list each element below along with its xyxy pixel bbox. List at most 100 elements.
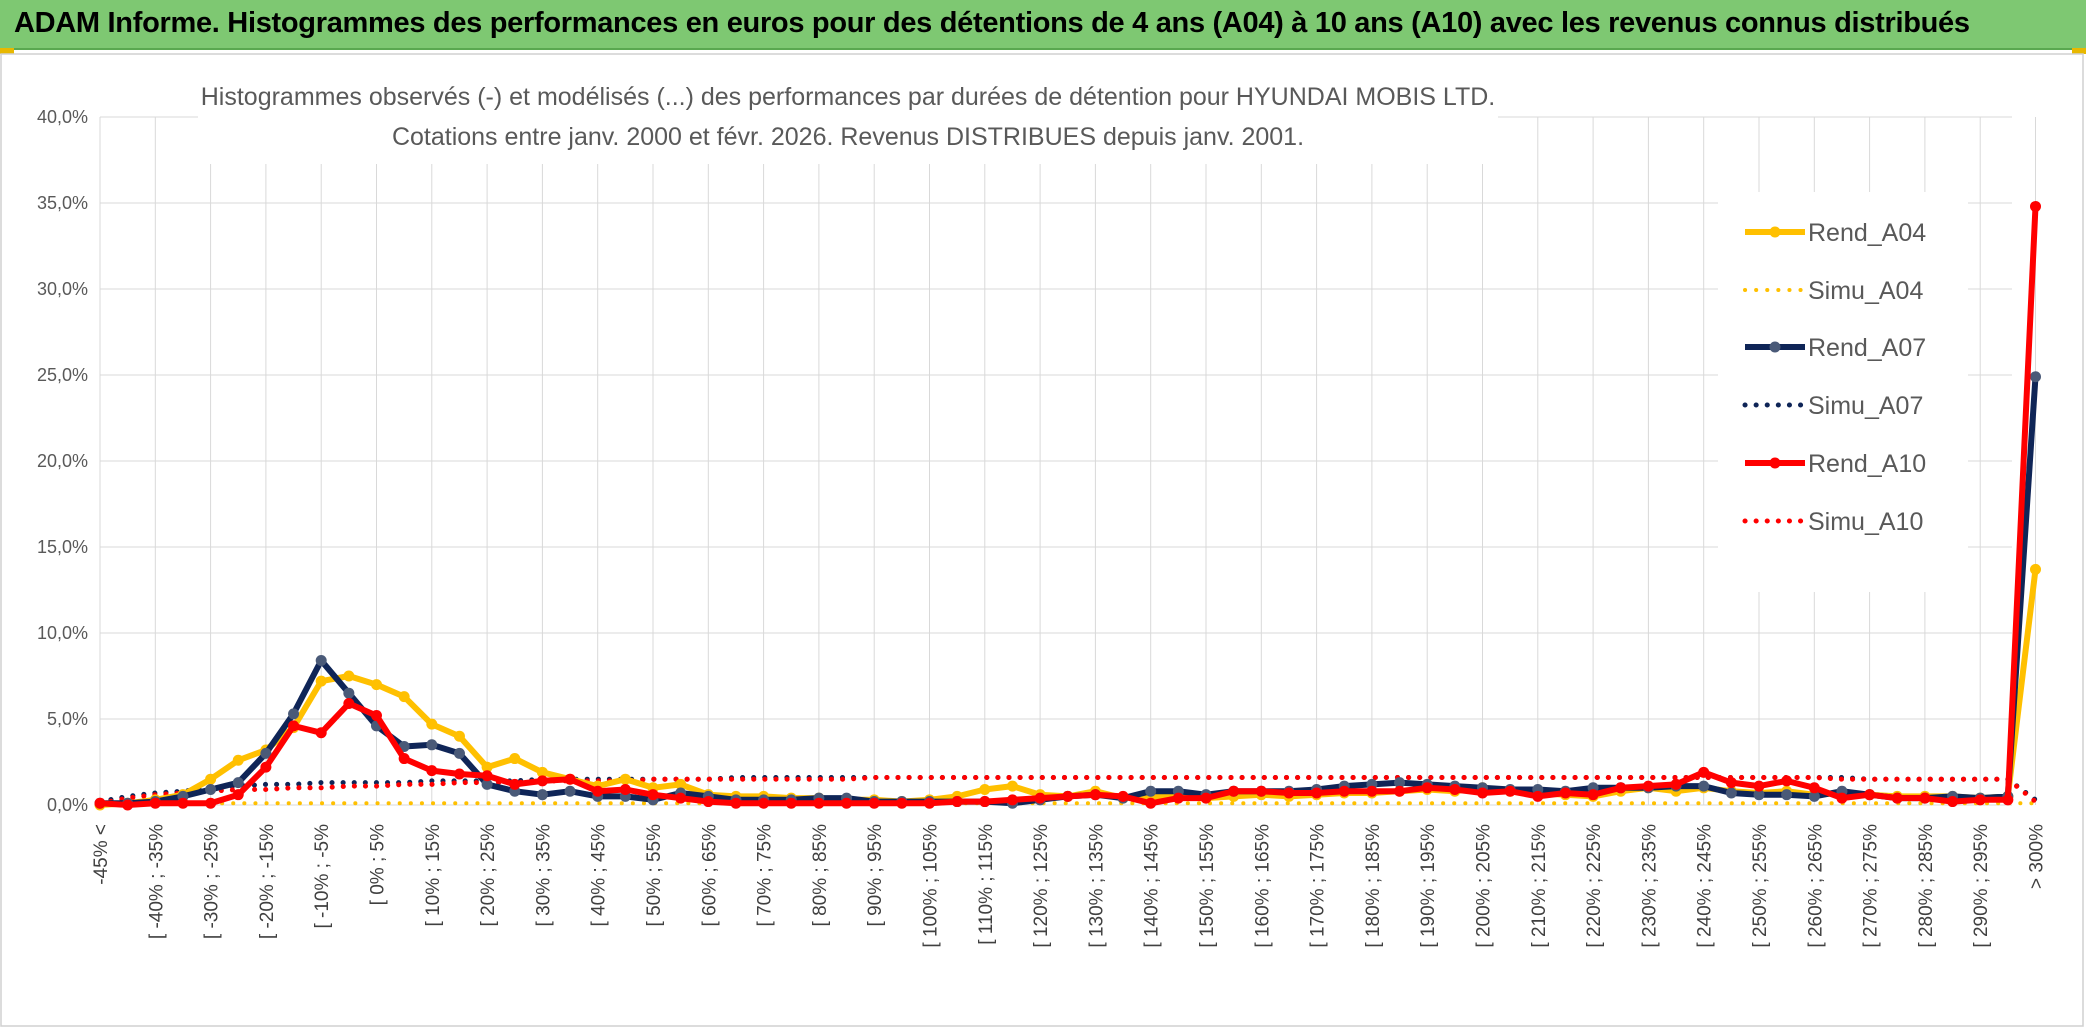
y-tick-label: 20,0% — [37, 451, 88, 471]
data-point-rend-a10 — [1974, 794, 1986, 806]
data-point-rend-a04 — [619, 773, 631, 785]
legend-marker — [1769, 341, 1781, 353]
series-line-simu-a10 — [97, 775, 2038, 806]
x-tick-label: [ 40% ; 45% — [589, 824, 610, 927]
data-point-rend-a10 — [2030, 200, 2041, 212]
x-tick-label: [ 10% ; 15% — [423, 824, 444, 927]
y-tick-label: 30,0% — [37, 279, 88, 299]
data-point-rend-a10 — [1062, 790, 1074, 802]
data-point-rend-a10 — [1394, 785, 1406, 797]
data-point-rend-a04 — [979, 784, 991, 796]
data-point-rend-a10 — [1421, 782, 1433, 794]
x-tick-label: [ 160% ; 165% — [1252, 824, 1273, 948]
data-point-rend-a10 — [785, 797, 797, 809]
data-point-rend-a10 — [730, 797, 742, 809]
x-tick-label: [ 270% ; 275% — [1861, 824, 1882, 948]
x-tick-label: [ 20% ; 25% — [478, 824, 499, 927]
x-tick-label: [ 240% ; 245% — [1695, 824, 1716, 948]
data-point-rend-a10 — [896, 797, 908, 809]
data-point-rend-a07 — [1145, 785, 1157, 797]
x-tick-label: [ -30% ; -25% — [202, 824, 223, 939]
x-tick-label: [ 110% ; 115% — [976, 824, 997, 945]
data-point-rend-a04 — [1006, 780, 1018, 792]
data-point-rend-a10 — [951, 796, 963, 808]
data-point-rend-a04 — [675, 778, 687, 790]
x-tick-label: [ 100% ; 105% — [921, 824, 942, 948]
data-point-rend-a10 — [2002, 794, 2014, 806]
data-point-rend-a10 — [94, 797, 106, 809]
x-tick-label: [ 230% ; 235% — [1639, 824, 1660, 948]
data-point-rend-a04 — [371, 679, 382, 691]
series-line-simu-a04 — [98, 801, 2038, 807]
data-point-rend-a10 — [398, 753, 410, 765]
data-point-rend-a10 — [1117, 790, 1129, 802]
y-tick-label: 40,0% — [37, 107, 88, 127]
data-point-rend-a10 — [122, 799, 134, 811]
data-point-rend-a04 — [205, 773, 217, 785]
data-point-rend-a10 — [1532, 790, 1544, 802]
x-tick-label: [ 280% ; 285% — [1916, 824, 1937, 948]
data-point-rend-a07 — [205, 784, 217, 796]
data-point-rend-a10 — [868, 797, 880, 809]
x-tick-label: [ 260% ; 265% — [1805, 824, 1826, 948]
x-tick-label: [ 140% ; 145% — [1142, 824, 1163, 948]
x-tick-label: [ -10% ; -5% — [312, 824, 333, 929]
data-point-rend-a10 — [1725, 777, 1737, 789]
data-point-rend-a10 — [1145, 797, 1157, 809]
x-tick-label: > 300% — [2027, 824, 2048, 889]
chart-title-line2: Cotations entre janv. 2000 et févr. 2026… — [392, 123, 1304, 151]
data-point-rend-a10 — [924, 797, 935, 809]
data-point-rend-a10 — [260, 761, 272, 773]
data-point-rend-a10 — [1477, 787, 1488, 799]
data-point-rend-a04 — [453, 730, 465, 742]
y-tick-label: 0,0% — [47, 795, 88, 815]
data-point-rend-a10 — [1311, 787, 1323, 799]
data-point-rend-a07 — [260, 747, 272, 759]
data-point-rend-a04 — [2030, 563, 2041, 575]
data-point-rend-a10 — [1698, 766, 1710, 778]
legend-marker — [1769, 457, 1781, 469]
data-point-rend-a04 — [426, 718, 438, 730]
data-point-rend-a10 — [1891, 792, 1903, 804]
legend-label: Rend_A10 — [1808, 450, 1926, 478]
legend-label: Simu_A04 — [1808, 277, 1923, 305]
data-point-rend-a10 — [813, 797, 825, 809]
data-point-rend-a10 — [315, 727, 327, 739]
data-point-rend-a10 — [177, 797, 189, 809]
data-point-rend-a04 — [343, 670, 355, 682]
data-point-rend-a07 — [232, 777, 244, 789]
data-point-rend-a10 — [1670, 778, 1682, 790]
report-banner: ADAM Informe. Histogrammes des performan… — [0, 0, 2086, 50]
data-point-rend-a10 — [1642, 780, 1654, 792]
data-point-rend-a07 — [1808, 790, 1820, 802]
y-tick-label: 5,0% — [47, 709, 88, 729]
x-tick-label: [ 0% ; 5% — [368, 824, 389, 905]
data-point-rend-a07 — [481, 778, 493, 790]
x-tick-label: [ 210% ; 215% — [1529, 824, 1550, 948]
x-tick-label: [ 30% ; 35% — [533, 824, 554, 927]
data-point-rend-a07 — [1394, 777, 1406, 789]
corner-accent-left — [0, 48, 14, 54]
data-point-rend-a10 — [1255, 785, 1267, 797]
legend-box — [1718, 192, 1968, 592]
data-point-rend-a10 — [979, 796, 991, 808]
x-tick-label: [ 200% ; 205% — [1474, 824, 1495, 948]
legend-label: Rend_A04 — [1808, 219, 1926, 247]
data-point-rend-a10 — [1753, 780, 1765, 792]
data-point-rend-a07 — [1753, 789, 1765, 801]
data-point-rend-a10 — [1338, 785, 1350, 797]
data-point-rend-a10 — [592, 785, 604, 797]
x-tick-label: [ 220% ; 225% — [1584, 824, 1605, 948]
data-point-rend-a10 — [1504, 785, 1516, 797]
data-point-rend-a10 — [1808, 782, 1820, 794]
series-line-rend-a04 — [99, 569, 2039, 808]
x-tick-label: [ -40% ; -35% — [146, 824, 167, 939]
x-tick-label: -45% < — [91, 824, 112, 885]
data-point-rend-a10 — [481, 770, 493, 782]
chart-title-line1: Histogrammes observés (-) et modélisés (… — [201, 83, 1495, 111]
data-point-rend-a04 — [232, 754, 244, 766]
data-point-rend-a10 — [564, 773, 576, 785]
data-point-rend-a10 — [1864, 789, 1876, 801]
data-point-rend-a07 — [1781, 789, 1793, 801]
data-point-rend-a04 — [398, 691, 410, 703]
